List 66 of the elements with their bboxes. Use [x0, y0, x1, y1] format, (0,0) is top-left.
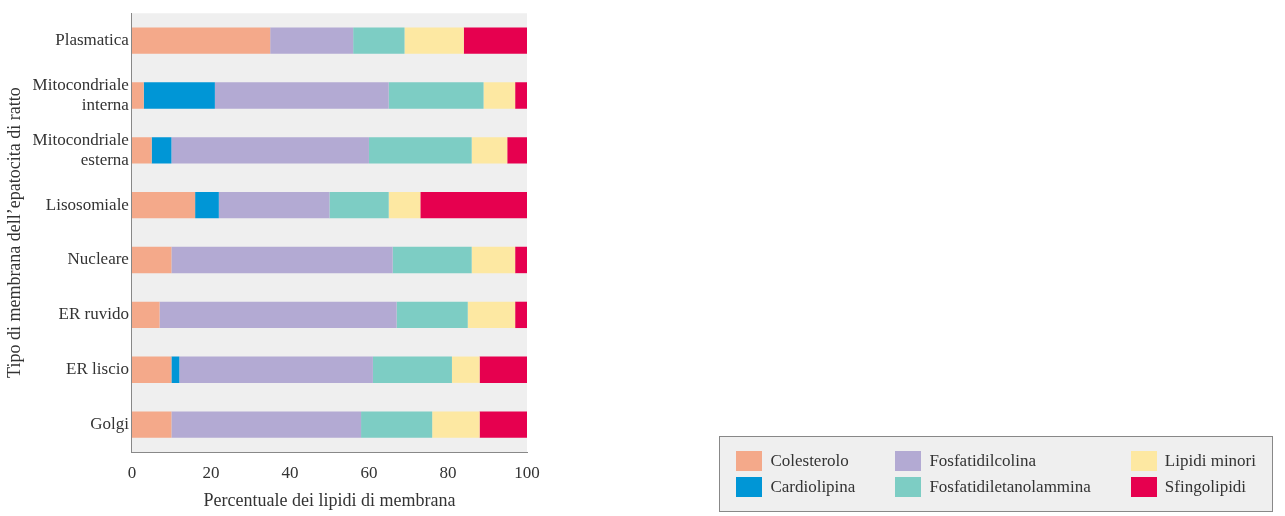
bar	[151, 137, 172, 164]
bar	[171, 356, 180, 383]
bar	[131, 27, 271, 54]
y-axis-title: Tipo di membrana dell’epatocita di ratto	[3, 87, 24, 378]
bar	[432, 411, 480, 438]
bar	[471, 137, 508, 164]
y-tick-label: ER liscio	[66, 359, 129, 379]
bar	[471, 246, 516, 274]
legend-label: Lipidi minori	[1164, 451, 1256, 471]
bar	[515, 246, 527, 274]
bar	[131, 246, 172, 274]
bar	[372, 356, 452, 383]
x-tick-label: 20	[202, 462, 220, 482]
bar	[171, 411, 362, 438]
bar	[218, 192, 330, 219]
bar	[171, 137, 369, 164]
bar	[479, 411, 527, 438]
x-tick-label: 80	[439, 462, 457, 482]
bar	[388, 192, 421, 219]
legend-label: Fosfatidilcolina	[929, 451, 1037, 471]
y-tick-label: Nucleare	[67, 249, 129, 269]
bar	[420, 192, 527, 219]
y-tick-label: Golgi	[90, 414, 130, 434]
y-tick-label: ER ruvido	[58, 304, 129, 324]
bar	[515, 82, 527, 109]
bar	[131, 411, 172, 438]
legend-label: Sfingolipidi	[1164, 477, 1247, 497]
y-tick-label: Plasmatica	[55, 30, 130, 50]
bar	[171, 246, 393, 274]
legend-label: Colesterolo	[770, 451, 849, 471]
x-tick-label: 60	[360, 462, 378, 482]
bar	[195, 192, 219, 219]
bar	[479, 356, 527, 383]
bar	[159, 301, 397, 329]
bar	[507, 137, 527, 164]
bar	[131, 137, 152, 164]
bar	[368, 137, 472, 164]
bar	[143, 82, 215, 109]
y-tick-label: Mitocondriale interna	[32, 74, 130, 115]
bar	[451, 356, 480, 383]
bar	[483, 82, 516, 109]
x-tick-label: 40	[281, 462, 299, 482]
bar	[467, 301, 516, 329]
x-tick-label: 0	[127, 462, 137, 482]
bar	[270, 27, 354, 54]
bar	[353, 27, 405, 54]
y-tick-label: Lisosomiale	[45, 194, 129, 214]
bar	[463, 27, 527, 54]
bar	[515, 301, 527, 329]
bar	[131, 192, 196, 219]
y-tick-label: Mitocondriale esterna	[32, 129, 130, 169]
bar	[131, 301, 160, 329]
bar	[214, 82, 389, 109]
bar	[404, 27, 464, 54]
bar	[131, 356, 172, 383]
legend-label: Cardiolipina	[770, 477, 856, 497]
x-axis-title: Percentuale dei lipidi di membrana	[203, 489, 456, 510]
bar	[392, 246, 472, 274]
bar	[388, 82, 484, 109]
bar	[131, 82, 144, 109]
legend-label: Fosfatidiletanolammina	[929, 477, 1091, 497]
bar	[396, 301, 468, 329]
bar	[361, 411, 433, 438]
bar	[179, 356, 373, 383]
bar	[329, 192, 389, 219]
x-tick-label: 100	[514, 462, 540, 482]
